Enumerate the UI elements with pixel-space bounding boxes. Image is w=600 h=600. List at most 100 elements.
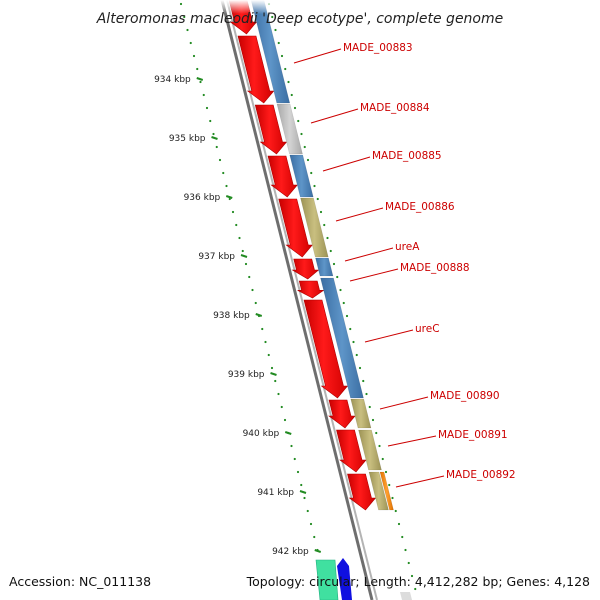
gene-arrow [237,35,275,104]
tick-dot [261,327,264,331]
ruler-tick [225,195,233,199]
outer-dot [310,171,313,175]
tick-dot [212,132,215,136]
outer-dot [355,353,358,357]
tick-dot [218,158,222,162]
gene-label-made_00885[interactable]: MADE_00885 [372,150,442,162]
gene-arrow [297,280,325,299]
outer-dot [306,158,310,162]
gene-arrow [278,198,313,258]
tick-dot [267,353,270,357]
tick-label: 937 kbp [198,252,235,262]
outer-dot [336,275,339,279]
outer-dot [358,366,362,370]
outer-dot [349,327,352,331]
outer-dot [277,41,280,45]
outer-dot [410,574,414,578]
ruler-tick [255,313,263,317]
tick-dot [283,418,287,422]
gene-category-bar [300,197,329,258]
tick-label: 938 kbp [213,311,250,321]
gene-label-made_00883[interactable]: MADE_00883 [343,42,413,54]
gene-category-bar [320,277,364,399]
gene-label-urec[interactable]: ureC [415,323,440,335]
outer-dot [407,561,410,565]
outer-dots-track [267,2,417,591]
label-leader-line [293,48,342,64]
gene-category-bar [276,103,303,155]
gene-category-bar [368,471,389,511]
tick-dot [228,197,231,201]
tick-dot [196,67,199,71]
lower-feature-blue [337,558,352,600]
gene-category-bar [350,398,372,429]
tick-dot [248,275,251,279]
accession-text: Accession: NC_011138 [9,574,151,589]
gene-arrow [291,258,320,280]
topology-text: Topology: circular; Length: 4,412,282 bp… [246,574,590,589]
outer-dot [378,444,381,448]
tick-dot [231,210,235,214]
outer-dot [339,288,342,292]
tick-dot [274,379,277,383]
gene-labels: MADE_00883 MADE_00884 MADE_00885 MADE_00886… [293,42,516,488]
gene-label-made_00890[interactable]: MADE_00890 [430,390,500,402]
tick-dot [199,80,202,84]
tick-dot [290,444,293,448]
outer-dot [371,418,375,422]
gene-category-bar [289,154,314,198]
gene-label-made_00884[interactable]: MADE_00884 [360,102,430,114]
outer-dot [397,522,401,526]
ruler-tick [211,136,218,140]
tick-dot [300,483,303,487]
label-leader-line [364,329,414,343]
backbone [220,0,378,600]
gene-label-made_00888[interactable]: MADE_00888 [400,262,470,274]
gene-label-made_00886[interactable]: MADE_00886 [385,201,455,213]
tick-label: 939 kbp [228,370,265,380]
tick-dot [209,119,212,123]
lower-features [315,558,412,600]
tick-dot [293,457,296,461]
outer-dot [394,509,397,513]
gene-label-made_00892[interactable]: MADE_00892 [446,469,516,481]
tick-label: 935 kbp [169,134,206,144]
outer-dot [365,392,368,396]
outer-dot [316,197,319,201]
tick-dot [309,522,313,526]
outer-dot [280,54,284,58]
outer-dot [391,496,394,500]
map-title: Alteromonas macleodii 'Deep ecotype', co… [96,11,504,27]
tick-dot [238,236,241,240]
label-leader-line [395,475,445,488]
tick-label: 940 kbp [243,429,280,439]
tick-dot [251,288,254,292]
tick-label: 936 kbp [184,193,221,203]
outer-dot [274,28,277,32]
gene-arrow [336,429,367,473]
gene-arrows-track [228,0,377,511]
tick-dot [225,184,228,188]
gene-arrow [267,155,298,198]
gene-arrow [347,473,377,511]
label-leader-line [344,247,394,262]
tick-dot [186,28,189,32]
outer-dot [303,145,306,149]
label-leader-line [310,108,359,124]
gene-label-urea[interactable]: ureA [395,241,420,253]
tick-label: 934 kbp [154,75,191,85]
outer-dot [342,301,345,305]
gene-category-track [250,0,394,511]
ruler-tick [299,490,307,494]
outer-dot [300,132,303,136]
outer-dot [352,340,355,344]
ruler-tick [270,372,277,376]
outer-dot [375,431,378,435]
tick-dot [254,301,257,305]
outer-dot [401,535,404,539]
gene-category-bar [358,429,382,471]
gene-category-bar [250,0,291,104]
tick-label: 941 kbp [257,488,294,498]
gene-label-made_00891[interactable]: MADE_00891 [438,429,508,441]
